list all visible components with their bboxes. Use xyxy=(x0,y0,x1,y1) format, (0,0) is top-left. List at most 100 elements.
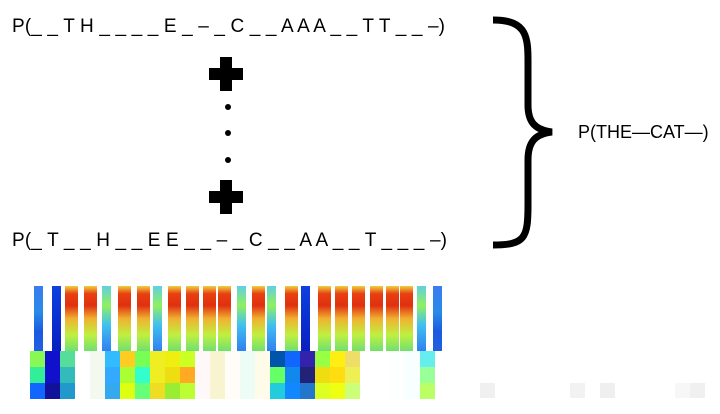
probability-cell xyxy=(195,367,210,383)
probability-cell xyxy=(390,383,405,399)
spectrogram-frame xyxy=(34,286,43,351)
spectrogram-frame xyxy=(52,286,61,351)
spectrogram-frame xyxy=(186,286,199,351)
probability-cell xyxy=(315,351,330,367)
probability-cell xyxy=(345,383,360,399)
probability-cell xyxy=(105,351,120,367)
spectrogram-frame xyxy=(400,286,413,351)
probability-cell xyxy=(90,351,105,367)
probability-cell xyxy=(180,351,195,367)
probability-cell xyxy=(75,383,90,399)
probability-cell xyxy=(30,367,45,383)
spectrogram-frame xyxy=(218,286,231,351)
probability-cell xyxy=(405,367,420,383)
probability-cell xyxy=(405,351,420,367)
probability-cell xyxy=(330,383,345,399)
spectrogram-frame xyxy=(252,286,265,351)
probability-cell xyxy=(255,351,270,367)
spectrogram-frame xyxy=(352,286,365,351)
probability-cell xyxy=(135,383,150,399)
probability-cell xyxy=(240,383,255,399)
probability-cell xyxy=(360,367,375,383)
probability-cell xyxy=(345,351,360,367)
probability-cell xyxy=(180,383,195,399)
spectrogram-frame xyxy=(433,286,442,351)
probability-cell xyxy=(225,351,240,367)
probability-cell xyxy=(420,351,435,367)
probability-cell xyxy=(270,351,285,367)
probability-cell xyxy=(225,367,240,383)
probability-cell xyxy=(390,367,405,383)
faint-cell xyxy=(570,383,585,398)
probability-cell xyxy=(195,351,210,367)
probability-cell xyxy=(60,351,75,367)
faint-grid-cells xyxy=(480,383,705,398)
plus-icon xyxy=(209,180,243,214)
probability-cell xyxy=(315,367,330,383)
probability-cell xyxy=(210,351,225,367)
probability-cell xyxy=(90,367,105,383)
probability-cell xyxy=(255,367,270,383)
probability-cell xyxy=(285,367,300,383)
probability-cell xyxy=(330,367,345,383)
probability-cell xyxy=(375,383,390,399)
probability-cell xyxy=(375,367,390,383)
spectrogram-frame xyxy=(285,286,298,351)
spectrogram-frame xyxy=(102,286,111,351)
probability-cell xyxy=(60,383,75,399)
alignment-path-top: P(_ _ T H _ _ _ _ E _ – _ C _ _ A A A _ … xyxy=(12,16,445,37)
probability-cell xyxy=(165,351,180,367)
probability-cell xyxy=(300,351,315,367)
probability-cell xyxy=(120,351,135,367)
probability-cell xyxy=(75,367,90,383)
probability-cell xyxy=(225,383,240,399)
alignment-path-bottom: P(_ T _ _ H _ _ E E _ _ – _ C _ _ A A _ … xyxy=(12,230,447,251)
ellipsis-dot xyxy=(225,104,231,110)
plus-icon xyxy=(209,57,243,91)
probability-cell xyxy=(390,351,405,367)
spectrogram-frame xyxy=(301,286,310,351)
spectrogram-frame xyxy=(84,286,97,351)
probability-cell xyxy=(105,367,120,383)
probability-cell xyxy=(165,367,180,383)
probability-cell xyxy=(285,383,300,399)
spectrogram-frame xyxy=(237,286,246,351)
probability-cell xyxy=(150,351,165,367)
spectrogram-frame xyxy=(417,286,426,351)
probability-cell xyxy=(300,383,315,399)
spectrogram-frame xyxy=(65,286,78,351)
probability-cell xyxy=(105,383,120,399)
probability-cell xyxy=(90,383,105,399)
probability-cell xyxy=(210,383,225,399)
probability-cell xyxy=(300,367,315,383)
probability-cell xyxy=(75,351,90,367)
probability-cell xyxy=(120,367,135,383)
probability-cell xyxy=(165,383,180,399)
probability-cell xyxy=(330,351,345,367)
spectrogram-frame xyxy=(137,286,150,351)
ellipsis-dot xyxy=(225,157,231,163)
spectrogram-frame xyxy=(203,286,216,351)
ellipsis-dot xyxy=(225,130,231,136)
probability-cell xyxy=(30,383,45,399)
probability-cell xyxy=(375,351,390,367)
faint-cell xyxy=(600,383,615,398)
probability-cell xyxy=(195,383,210,399)
probability-cell xyxy=(150,367,165,383)
spectrogram-frame xyxy=(335,286,348,351)
probability-cell xyxy=(255,383,270,399)
spectrogram xyxy=(34,286,442,351)
spectrogram-frame xyxy=(118,286,131,351)
spectrogram-frame xyxy=(168,286,181,351)
probability-cell xyxy=(270,383,285,399)
spectrogram-frame xyxy=(386,286,399,351)
spectrogram-frame xyxy=(318,286,331,351)
probability-cell xyxy=(120,383,135,399)
spectrogram-frame xyxy=(267,286,276,351)
probability-cell xyxy=(60,367,75,383)
probability-cell xyxy=(285,351,300,367)
probability-cell xyxy=(360,351,375,367)
probability-cell xyxy=(135,351,150,367)
probability-cell xyxy=(270,367,285,383)
probability-cell xyxy=(45,367,60,383)
